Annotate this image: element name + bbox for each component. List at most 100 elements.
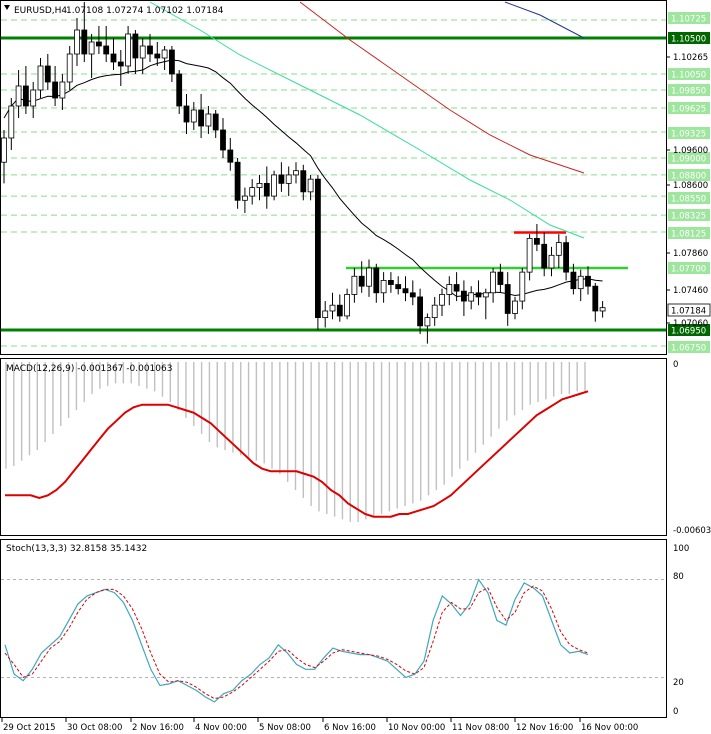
bull-candle-body	[74, 29, 80, 55]
candle	[307, 174, 314, 201]
bull-candle-body	[329, 304, 336, 312]
price-badge-label: 1.08325	[671, 212, 706, 222]
time-tick-label: 29 Oct 2015	[3, 723, 56, 733]
price-levels	[1, 19, 666, 347]
candle	[103, 26, 110, 62]
candle	[66, 46, 73, 90]
candle	[512, 296, 518, 320]
candle	[585, 266, 591, 295]
candle	[577, 269, 584, 302]
price-badge-label: 1.08550	[671, 195, 706, 205]
bear-candle-body	[453, 284, 460, 292]
candle	[285, 166, 292, 197]
candle	[329, 292, 336, 320]
bear-candle-body	[336, 304, 343, 317]
candle	[358, 261, 365, 293]
bear-candle-body	[198, 109, 205, 127]
candle	[548, 246, 555, 277]
bear-candle-body	[563, 242, 569, 273]
price-tick-label: 1.08600	[673, 181, 708, 191]
price-badge: 1.10725	[668, 12, 710, 25]
candle	[241, 187, 248, 213]
bear-candle-body	[358, 275, 365, 287]
candle	[117, 50, 124, 86]
candle	[380, 272, 387, 303]
bear-candle-body	[373, 267, 380, 294]
candle	[402, 276, 409, 302]
price-badge-box	[668, 12, 710, 24]
candle	[475, 280, 482, 306]
bull-candle-body	[380, 279, 387, 294]
bull-candle-body	[490, 271, 497, 294]
bear-candle-body	[52, 81, 58, 99]
bull-candle-body	[125, 33, 131, 67]
time-tick-label: 16 Nov 00:00	[581, 723, 638, 733]
bull-candle-body	[482, 292, 489, 298]
candle	[453, 272, 460, 302]
time-tick-label: 6 Nov 16:00	[324, 723, 376, 733]
candle	[44, 54, 51, 90]
candle	[59, 74, 66, 110]
price-badge-box	[668, 209, 710, 221]
candle	[205, 106, 212, 134]
price-badge-box	[668, 127, 710, 139]
candle	[446, 276, 453, 306]
price-badge: 1.08125	[668, 227, 710, 240]
stoch-signal-line	[4, 585, 589, 700]
price-badge: 1.08800	[668, 169, 710, 182]
price-tick-label: 1.10265	[673, 53, 708, 63]
menu-triangle-icon[interactable]	[4, 5, 10, 10]
candle	[395, 276, 402, 295]
price-badge: 1.09850	[668, 84, 710, 97]
time-tick-label: 12 Nov 16:00	[516, 723, 573, 733]
candle	[139, 38, 146, 74]
bull-candle-body	[1, 137, 7, 163]
candle	[504, 272, 511, 326]
bull-candle-body	[161, 49, 168, 59]
bull-candle-body	[30, 89, 37, 107]
bull-candle-body	[190, 109, 197, 123]
bull-candle-body	[344, 294, 351, 317]
symbol-label: EURUSD,H4	[14, 6, 67, 16]
candle	[96, 26, 102, 54]
bear-candle-body	[504, 284, 511, 314]
ohlc-label: 1.07108 1.07274 1.07102 1.07184	[66, 6, 224, 16]
candle	[132, 30, 139, 74]
price-badge-label: 1.07700	[671, 265, 706, 275]
macd-signal-line	[5, 390, 589, 518]
bull-candle-body	[241, 195, 248, 201]
bull-candle-body	[322, 310, 329, 318]
bear-candle-body	[103, 45, 110, 55]
candle	[351, 268, 358, 303]
bull-candle-body	[577, 275, 584, 290]
candle	[424, 313, 431, 344]
candle	[183, 94, 190, 134]
bear-candle-body	[570, 271, 577, 290]
bull-candle-body	[526, 237, 533, 273]
price-badge: 1.07700	[668, 262, 710, 275]
price-badge: 1.06750	[668, 341, 710, 354]
candle	[387, 272, 394, 293]
candle	[110, 38, 117, 70]
candle	[314, 174, 321, 330]
candle	[271, 170, 278, 201]
bull-candle-body	[8, 105, 15, 139]
price-badge-label: 1.07184	[671, 307, 706, 317]
bear-candle-body	[154, 53, 161, 59]
bear-candle-body	[147, 45, 153, 55]
bull-candle-body	[519, 271, 526, 302]
candle	[336, 294, 343, 322]
bear-candle-body	[168, 49, 175, 75]
candle	[147, 34, 153, 62]
candle	[541, 232, 548, 277]
bull-candle-body	[366, 267, 372, 287]
candle	[563, 235, 569, 281]
time-tick-label: 2 Nov 16:00	[132, 723, 184, 733]
price-badge-box	[668, 169, 710, 181]
price-badge: 1.10050	[668, 68, 710, 81]
candle	[344, 288, 351, 320]
price-badge: 1.09000	[668, 152, 710, 165]
bull-candle-body	[439, 294, 445, 306]
